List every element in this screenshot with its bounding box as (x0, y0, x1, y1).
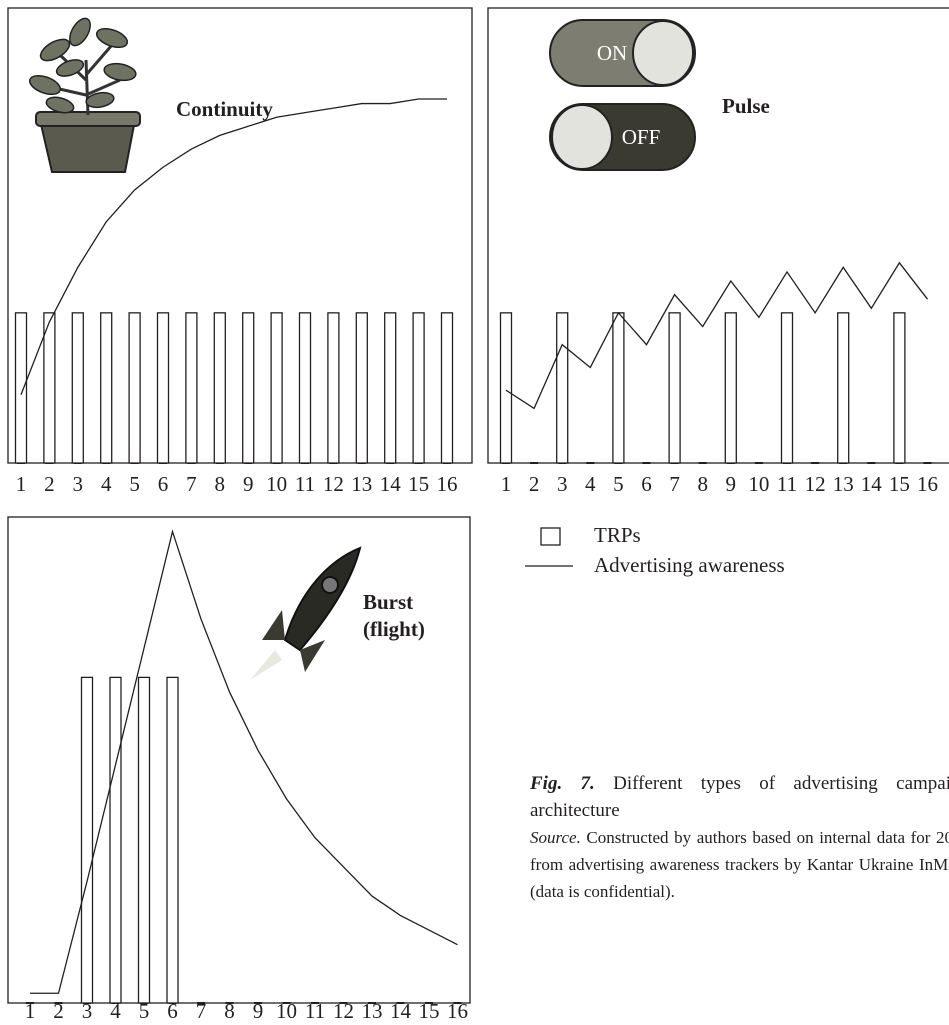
x-tick-label: 5 (129, 472, 140, 496)
trp-bar (669, 313, 680, 463)
x-tick-label: 10 (266, 472, 287, 496)
trp-bar (501, 313, 512, 463)
x-tick-label: 14 (861, 472, 883, 496)
trp-bar (894, 313, 905, 463)
legend-label: TRPs (594, 523, 641, 547)
plant-icon (27, 15, 140, 172)
x-tick-label: 16 (437, 472, 458, 496)
source-label: Source. (530, 828, 581, 847)
x-tick-label: 3 (73, 472, 84, 496)
x-tick-label: 12 (805, 472, 826, 496)
x-tick-label: 2 (529, 472, 540, 496)
x-tick-label: 3 (557, 472, 568, 496)
trp-bar (385, 313, 396, 463)
x-tick-label: 8 (697, 472, 708, 496)
x-tick-label: 6 (641, 472, 652, 496)
x-tick-label: 9 (243, 472, 254, 496)
caption-source: Source. Constructed by authors based on … (530, 824, 949, 905)
x-tick-label: 4 (101, 472, 112, 496)
x-tick-label: 8 (215, 472, 226, 496)
trp-bar (725, 313, 736, 463)
x-tick-label: 5 (613, 472, 624, 496)
source-text: Constructed by authors based on internal… (530, 828, 949, 901)
trp-bar (557, 313, 568, 463)
trp-bar (782, 313, 793, 463)
x-tick-label: 13 (833, 472, 854, 496)
trp-bar (300, 313, 311, 463)
x-tick-label: 14 (380, 472, 402, 496)
x-tick-label: 7 (669, 472, 680, 496)
x-tick-label: 1 (501, 472, 512, 496)
rocket-icon (250, 548, 360, 680)
x-tick-label: 15 (889, 472, 910, 496)
trp-bar (186, 313, 197, 463)
trp-bar (158, 313, 169, 463)
trp-bar (139, 677, 150, 1003)
trp-bar (110, 677, 121, 1003)
x-tick-label: 2 (44, 472, 55, 496)
trp-bar (328, 313, 339, 463)
trp-bar (356, 313, 367, 463)
x-tick-label: 16 (917, 472, 938, 496)
x-tick-label: 4 (585, 472, 596, 496)
x-tick-label: 10 (748, 472, 769, 496)
x-tick-label: 11 (295, 472, 315, 496)
trp-bar (613, 313, 624, 463)
awareness-line (506, 263, 928, 409)
switch-off-label: OFF (622, 125, 661, 149)
legend-swatch-bar (541, 528, 560, 545)
chart-title: Pulse (722, 93, 770, 120)
caption-label: Fig. 7. (530, 773, 595, 794)
trp-bar (442, 313, 453, 463)
x-tick-label: 7 (186, 472, 197, 496)
x-tick-label: 9 (726, 472, 737, 496)
x-tick-label: 6 (158, 472, 169, 496)
trp-bar (413, 313, 424, 463)
trp-bar (214, 313, 225, 463)
trp-bar (167, 677, 178, 1003)
caption: Fig. 7. Different types of advertising c… (530, 770, 949, 905)
switch-icons: ON OFF (550, 20, 695, 170)
trp-bar (243, 313, 254, 463)
trp-bar (44, 313, 55, 463)
chart-title: Burst (flight) (363, 589, 443, 643)
x-tick-label: 15 (408, 472, 429, 496)
legend-label: Advertising awareness (594, 553, 785, 577)
chart-title: Continuity (176, 96, 273, 123)
page: {"chart_data": [ {"type": "bar_line", "t… (0, 0, 949, 1025)
trp-bar (72, 313, 83, 463)
trp-bar (129, 313, 140, 463)
trp-bar (838, 313, 849, 463)
x-tick-label: 1 (16, 472, 27, 496)
trp-bar (16, 313, 27, 463)
trp-bar (101, 313, 112, 463)
x-tick-label: 11 (777, 472, 797, 496)
switch-on-label: ON (597, 41, 627, 65)
trp-bar (271, 313, 282, 463)
x-tick-label: 12 (323, 472, 344, 496)
trp-bar (82, 677, 93, 1003)
x-tick-label: 13 (351, 472, 372, 496)
